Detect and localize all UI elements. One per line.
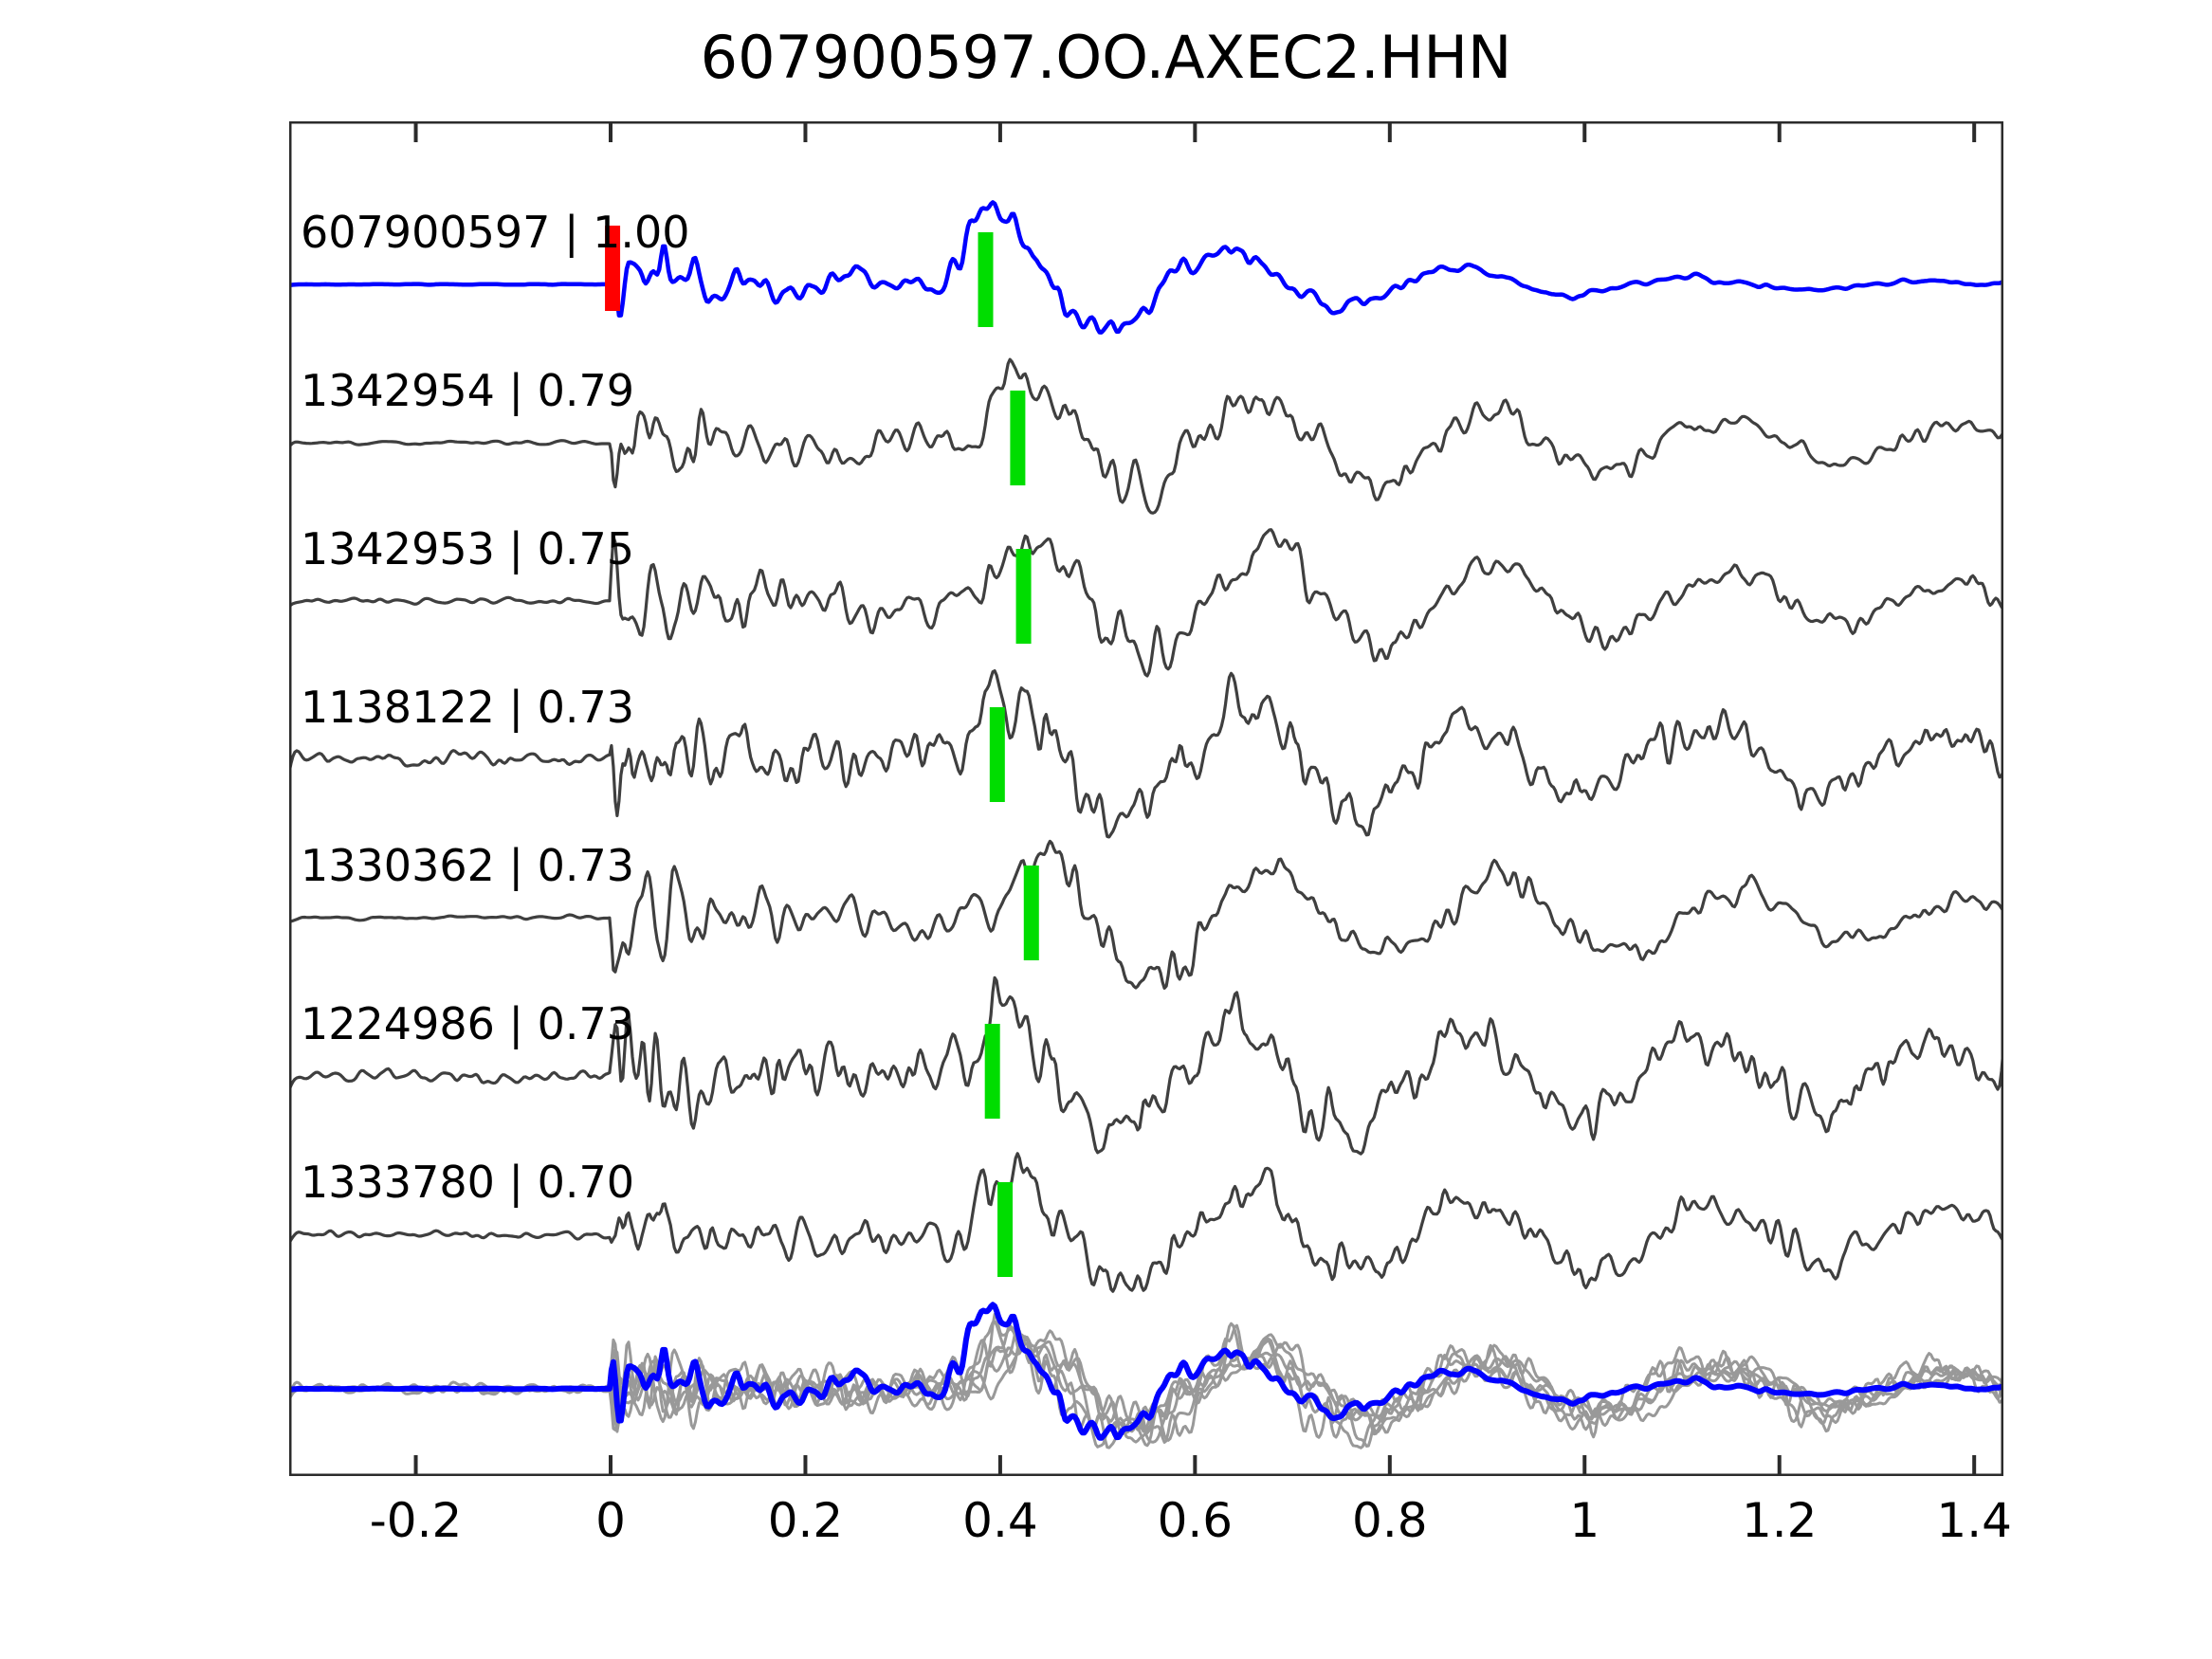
waveform-trace <box>289 200 2003 335</box>
s-pick-marker <box>1023 866 1039 960</box>
waveform-trace <box>289 975 2003 1156</box>
p-pick-marker <box>605 226 621 311</box>
s-pick-marker <box>984 1024 1000 1119</box>
x-tick-group <box>413 121 1977 1476</box>
waveform-trace <box>289 528 2003 678</box>
x-tick-label: -0.2 <box>369 1493 463 1548</box>
waveform-trace <box>289 357 2003 515</box>
x-tick-label: 1.2 <box>1741 1493 1818 1548</box>
x-tick-label: 0.2 <box>767 1493 844 1548</box>
trace-label: 1224986 | 0.73 <box>301 998 635 1049</box>
s-pick-marker <box>989 707 1005 802</box>
x-tick-label: 0 <box>595 1493 626 1548</box>
s-pick-marker <box>1010 391 1026 485</box>
waveform-trace <box>289 839 2003 990</box>
x-axis-tick-labels: -0.2 0 0.2 0.4 0.6 0.8 1 1.2 1.4 <box>289 1493 2012 1569</box>
waveform-plot-svg <box>289 121 2003 1476</box>
s-pick-marker <box>997 1182 1014 1277</box>
x-tick-label: 1.4 <box>1936 1493 2012 1548</box>
s-pick-marker <box>1015 549 1032 644</box>
waveform-group <box>289 200 2003 1449</box>
s-pick-marker <box>978 232 994 327</box>
x-tick-label: 1 <box>1569 1493 1600 1548</box>
page-title: 607900597.OO.AXEC2.HHN <box>700 23 1512 92</box>
stack-reference-trace <box>289 1302 2003 1441</box>
trace-label: 607900597 | 1.00 <box>301 207 690 258</box>
trace-label: 1138122 | 0.73 <box>301 682 635 733</box>
x-tick-label: 0.6 <box>1157 1493 1234 1548</box>
trace-label: 1342953 | 0.75 <box>301 523 635 574</box>
plot-background <box>289 121 2003 1476</box>
x-tick-label: 0.8 <box>1352 1493 1428 1548</box>
waveform-trace <box>289 1152 2003 1293</box>
trace-label: 1333780 | 0.70 <box>301 1157 635 1208</box>
x-tick-label: 0.4 <box>962 1493 1038 1548</box>
pick-marker-group <box>605 226 1039 1277</box>
trace-label: 1342954 | 0.79 <box>301 365 635 416</box>
waveform-trace <box>289 669 2003 839</box>
trace-label: 1330362 | 0.73 <box>301 840 635 891</box>
plot-area: 607900597 | 1.00 1342954 | 0.79 1342953 | … <box>289 121 2003 1476</box>
